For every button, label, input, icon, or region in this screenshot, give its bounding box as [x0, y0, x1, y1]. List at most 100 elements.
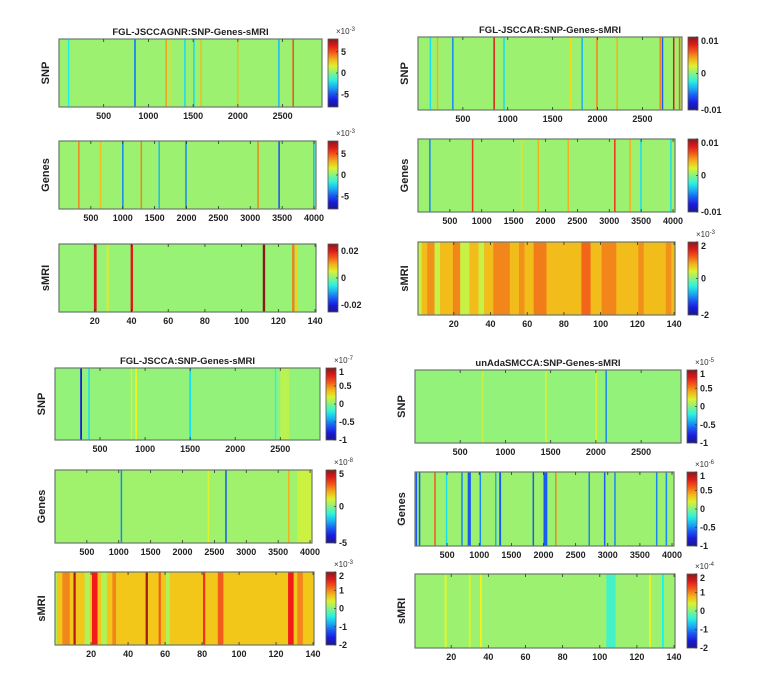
colorbar-tick-label: -5: [341, 191, 349, 201]
heatmap-stripe: [520, 139, 523, 212]
x-tick-label: 2500: [566, 550, 586, 560]
x-tick-label: 500: [96, 111, 111, 121]
x-tick-label: 1500: [541, 447, 561, 457]
heatmap-stripe: [605, 370, 607, 443]
heatmap-stripe: [93, 244, 97, 312]
colorbar-tick-label: -1: [700, 438, 708, 448]
heatmap-stripe: [606, 574, 616, 648]
colorbar-tick-label: 2: [701, 241, 706, 251]
panel-smri: 20 40 60 80 100 120 140 sMRI 2 1 0 -1 -2 ×10-3: [36, 560, 354, 659]
colorbar-tick-label: 0.01: [701, 36, 719, 46]
x-tick-label: 2500: [632, 114, 652, 124]
colorbar-exponent: ×10-3: [696, 230, 716, 239]
y-axis-label: sMRI: [396, 598, 408, 624]
heatmap-stripe: [200, 39, 202, 107]
x-tick-label: 4000: [663, 216, 683, 226]
x-tick-label: 1000: [495, 447, 515, 457]
colorbar-tick-label: 0: [339, 502, 344, 512]
heatmap-stripe: [55, 572, 57, 645]
colorbar-tick-label: 2: [700, 573, 705, 583]
colorbar-exponent: ×10-7: [334, 356, 354, 365]
x-tick-label: 20: [449, 319, 459, 329]
x-tick-label: 2000: [535, 216, 555, 226]
x-tick-label: 80: [558, 652, 568, 662]
heatmap-baseline: [59, 244, 316, 312]
heatmap-stripe: [288, 470, 290, 543]
heatmap-stripe: [236, 39, 239, 107]
colorbar-tick-label: 0.5: [339, 381, 352, 391]
plot-frame: [414, 471, 675, 547]
plot-frame: [417, 138, 676, 213]
heatmap-stripe: [158, 141, 160, 209]
heatmap-stripe: [518, 242, 525, 315]
colorbar-tick-label: 0.01: [701, 138, 719, 148]
x-tick-label: 2500: [567, 216, 587, 226]
x-tick-label: 60: [522, 319, 532, 329]
heatmap-stripe: [292, 39, 294, 107]
chart-title: FGL-JSCCAGNR:SNP-Genes-sMRI: [112, 27, 268, 38]
heatmap-stripe: [112, 572, 117, 645]
heatmap-stripe: [601, 242, 617, 315]
colorbar-tick-label: 0.02: [341, 246, 359, 256]
heatmap-stripe: [207, 470, 210, 543]
x-tick-label: 2000: [176, 213, 196, 223]
heatmap-stripe: [122, 141, 124, 209]
heatmap-stripe: [543, 472, 548, 546]
x-tick-label: 40: [483, 652, 493, 662]
colorbar-tick-label: -2: [700, 643, 708, 653]
y-axis-label: Genes: [396, 492, 408, 526]
heatmap-stripe: [135, 368, 137, 440]
colorbar-exponent: ×10-5: [695, 358, 715, 367]
heatmap-stripe: [427, 242, 435, 315]
panel-snp: 500 1000 1500 2000 2500 SNP 1 0.5 0 -0.5 -1 ×10-5: [396, 358, 716, 457]
colorbar-tick-label: -0.01: [701, 207, 722, 217]
x-tick-label: 500: [453, 447, 468, 457]
x-tick-label: 500: [79, 547, 94, 557]
heatmap-stripe: [493, 37, 495, 110]
colorbar-exponent: ×10-3: [336, 27, 356, 36]
plot-frame: [58, 38, 323, 108]
x-tick-label: 120: [271, 316, 286, 326]
heatmap-baseline: [59, 141, 316, 209]
heatmap-stripe: [493, 242, 510, 315]
x-tick-label: 3000: [599, 216, 619, 226]
heatmap-stripe: [193, 39, 195, 107]
heatmap-stripe: [99, 141, 102, 209]
colorbar-tick-label: 0: [339, 604, 344, 614]
plot-frame: [54, 367, 321, 441]
heatmap-stripe: [567, 139, 570, 212]
panel-smri: 20 40 60 80 100 120 140 sMRI 0.02 0 -0.02: [40, 243, 362, 326]
plot-frame: [58, 243, 317, 313]
x-tick-label: 3500: [268, 547, 288, 557]
x-tick-label: 140: [308, 316, 323, 326]
colorbar-tick-label: 5: [339, 469, 344, 479]
heatmap-stripe: [278, 141, 280, 209]
colorbar-tick-label: 2: [339, 571, 344, 581]
x-tick-label: 4000: [304, 213, 324, 223]
x-tick-label: 1500: [180, 444, 200, 454]
colorbar-tick-label: 0: [700, 504, 705, 514]
heatmap-stripe: [292, 244, 295, 312]
x-tick-label: 1500: [504, 216, 524, 226]
heatmap-stripe: [106, 244, 109, 312]
heatmap-stripe: [280, 368, 290, 440]
x-tick-label: 2500: [208, 213, 228, 223]
colorbar-exponent: ×10-8: [334, 458, 354, 467]
heatmap-stripe: [665, 472, 668, 546]
colorbar-tick-label: -0.5: [700, 523, 716, 533]
y-axis-label: SNP: [40, 62, 52, 85]
x-tick-label: 2500: [273, 111, 293, 121]
x-tick-label: 80: [559, 319, 569, 329]
x-tick-label: 1500: [543, 114, 563, 124]
plot-frame: [54, 469, 313, 544]
colorbar-tick-label: 0: [339, 399, 344, 409]
heatmap-stripe: [73, 572, 76, 645]
heatmap-stripe: [581, 37, 583, 110]
heatmap-stripe: [661, 37, 664, 110]
colorbar-tick-label: -2: [701, 310, 709, 320]
colorbar-tick-label: 5: [341, 47, 346, 57]
colorbar-exponent: ×10-4: [695, 562, 715, 571]
